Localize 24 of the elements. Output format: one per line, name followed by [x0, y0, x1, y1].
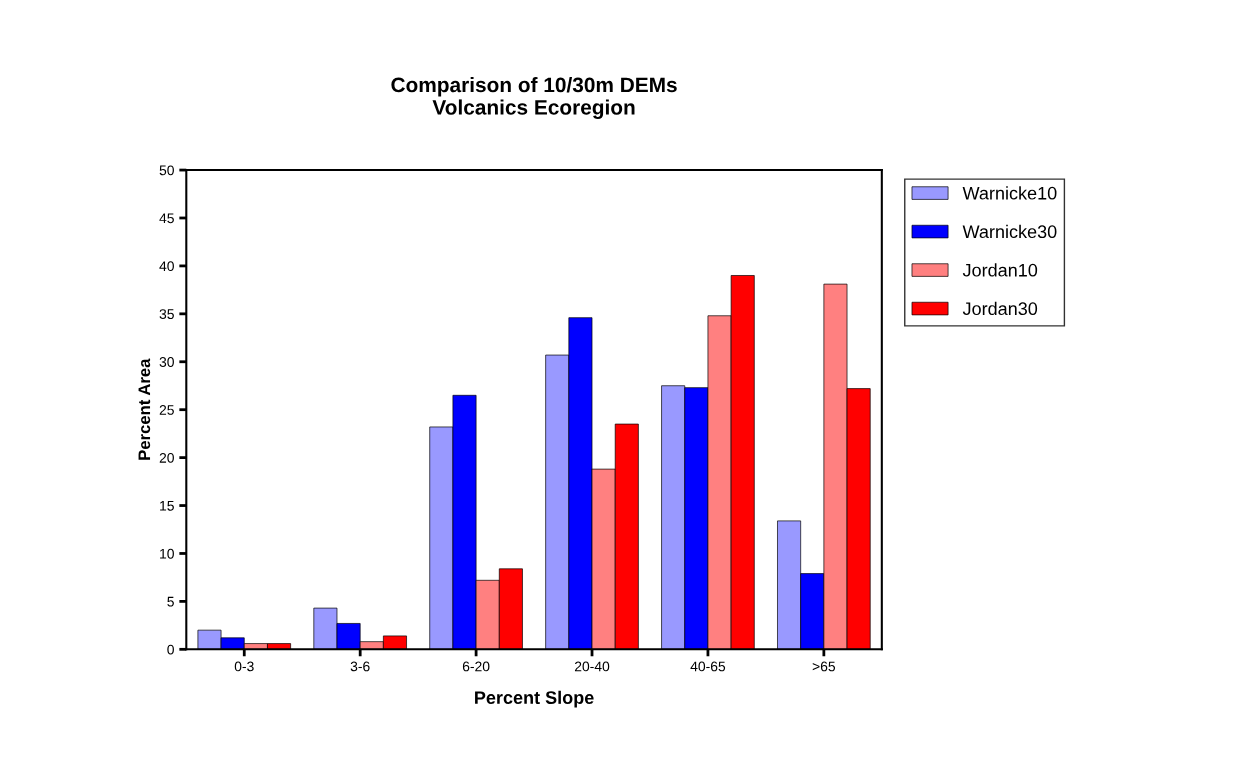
x-tick-label: 0-3 [234, 661, 254, 672]
y-tick-label: 40 [159, 261, 174, 272]
y-tick-label: 15 [160, 501, 174, 511]
y-tick-label: 35 [159, 309, 174, 320]
y-tick-label: 25 [159, 405, 174, 415]
x-tick-label: 6-20 [462, 661, 490, 672]
legend-label: Jordan30 [962, 301, 1038, 316]
x-tick-label: 40-65 [690, 661, 726, 672]
legend-label: Jordan10 [962, 263, 1038, 277]
y-tick-label: 0 [167, 644, 174, 655]
y-tick-label: 30 [159, 357, 174, 367]
chart-title: Comparison of 10/30m DEMs Volcanics Ecoregion [391, 76, 677, 119]
x-tick-label: 20-40 [574, 661, 610, 672]
y-tick-label: 5 [167, 596, 174, 607]
y-axis-title: Percent Area [138, 358, 151, 460]
legend-label: Warnicke30 [962, 224, 1057, 239]
legend-label: Warnicke10 [962, 186, 1057, 200]
x-axis-title: Percent Slope [475, 690, 594, 708]
x-tick-label: 3-6 [350, 661, 370, 672]
y-tick-label: 20 [159, 452, 174, 463]
y-tick-label: 50 [159, 165, 174, 176]
y-tick-label: 45 [159, 213, 174, 224]
x-tick-label: >65 [812, 661, 836, 672]
y-tick-label: 10 [160, 548, 174, 559]
